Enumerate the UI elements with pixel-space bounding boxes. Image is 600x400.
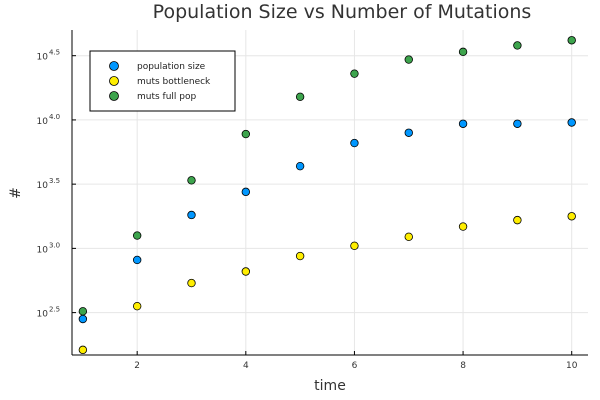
y-tick-exponent: 2.5 [49, 306, 60, 314]
point-muts-bottleneck [567, 212, 576, 221]
point-muts-full-pop [458, 47, 468, 57]
legend: population size muts bottleneck muts full … [89, 50, 236, 112]
y-tick-label: 10 [37, 181, 49, 191]
point-population-size [350, 138, 359, 148]
x-tick-label: 4 [243, 361, 249, 371]
point-muts-bottleneck [404, 232, 413, 242]
y-tick-exponent: 3.0 [49, 241, 60, 249]
legend-label: muts full pop [137, 92, 197, 102]
point-population-size [132, 255, 142, 265]
legend-marker [109, 91, 119, 101]
y-tick-label: 10 [37, 310, 49, 320]
x-tick-label: 10 [566, 361, 578, 371]
point-muts-full-pop [132, 231, 142, 240]
y-tick-labels: 10 2.510 3.010 3.510 4.010 4.5 [37, 49, 76, 320]
legend-label: population size [137, 62, 206, 72]
point-muts-full-pop [350, 69, 359, 78]
point-muts-full-pop [78, 307, 88, 316]
point-population-size [241, 187, 251, 197]
point-muts-full-pop [187, 176, 196, 185]
point-population-size [187, 210, 196, 220]
y-tick-label: 10 [37, 245, 49, 255]
x-tick-label: 6 [352, 361, 358, 371]
point-muts-full-pop [241, 129, 251, 139]
x-tick-label: 2 [134, 361, 140, 371]
point-muts-full-pop [295, 92, 305, 101]
point-population-size [513, 119, 522, 128]
x-tick-labels: 2 4 6 8 10 [134, 351, 578, 371]
y-tick-exponent: 4.0 [49, 113, 60, 121]
point-muts-full-pop [513, 41, 522, 50]
point-muts-bottleneck [241, 267, 251, 276]
legend-label: muts bottleneck [137, 77, 211, 87]
x-axis-label: time [314, 378, 346, 394]
axes [71, 30, 588, 356]
x-tick-label: 8 [460, 361, 466, 371]
point-muts-full-pop [567, 36, 576, 45]
point-muts-bottleneck [350, 241, 359, 251]
y-axis-label: # [8, 187, 24, 199]
chart-title: Population Size vs Number of Mutations [153, 1, 532, 23]
y-tick-exponent: 4.5 [49, 49, 60, 57]
point-muts-bottleneck [458, 222, 468, 231]
legend-marker [109, 61, 119, 71]
point-population-size [78, 314, 88, 324]
point-muts-full-pop [404, 55, 413, 64]
point-population-size [458, 119, 468, 128]
grid-lines [72, 30, 588, 355]
point-muts-bottleneck [78, 345, 88, 355]
point-muts-bottleneck [295, 251, 305, 261]
point-muts-bottleneck [513, 215, 522, 225]
legend-marker [109, 76, 119, 86]
point-population-size [404, 128, 413, 137]
y-tick-label: 10 [37, 117, 49, 127]
point-muts-bottleneck [132, 301, 142, 311]
point-muts-bottleneck [187, 278, 196, 288]
data-points [78, 36, 576, 355]
point-population-size [295, 161, 305, 171]
point-population-size [567, 118, 576, 127]
y-tick-exponent: 3.5 [49, 177, 60, 185]
y-tick-label: 10 [37, 53, 49, 63]
